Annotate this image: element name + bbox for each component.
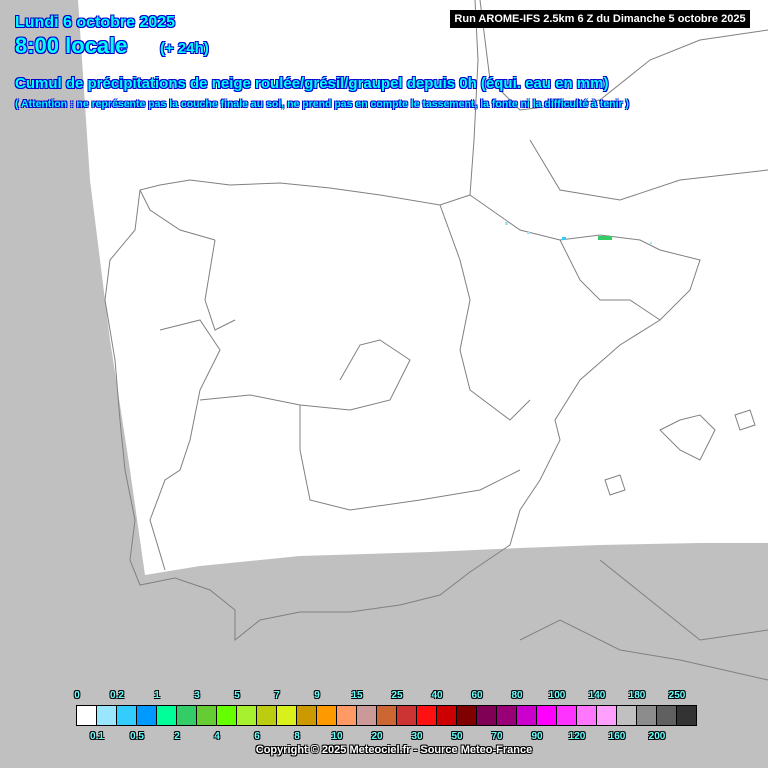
legend-swatch	[537, 706, 557, 725]
color-legend	[76, 705, 697, 726]
legend-label: 8	[294, 731, 300, 742]
legend-label: 100	[548, 690, 566, 701]
legend-label: 200	[648, 731, 666, 742]
legend-swatch	[517, 706, 537, 725]
legend-swatch	[257, 706, 277, 725]
legend-label: 20	[371, 731, 383, 742]
legend-swatch	[577, 706, 597, 725]
legend-label: 7	[274, 690, 280, 701]
legend-swatch	[397, 706, 417, 725]
legend-swatch	[657, 706, 677, 725]
legend-label: 40	[431, 690, 443, 701]
legend-label: 90	[531, 731, 543, 742]
legend-label: 160	[608, 731, 626, 742]
borders	[104, 0, 768, 681]
legend-swatch	[157, 706, 177, 725]
legend-label: 2	[174, 731, 180, 742]
legend-swatch	[457, 706, 477, 725]
legend-swatch	[617, 706, 637, 725]
legend-swatch	[97, 706, 117, 725]
legend-label: 180	[628, 690, 646, 701]
legend-swatch	[117, 706, 137, 725]
legend-swatch	[417, 706, 437, 725]
model-domain	[78, 0, 768, 575]
run-info: Run AROME-IFS 2.5km 6 Z du Dimanche 5 oc…	[450, 10, 750, 28]
legend-swatch	[77, 706, 97, 725]
legend-swatch	[497, 706, 517, 725]
legend-label: 140	[588, 690, 606, 701]
lead-time: (+ 24h)	[160, 40, 209, 57]
legend-label: 9	[314, 690, 320, 701]
legend-swatch	[557, 706, 577, 725]
legend-swatch	[357, 706, 377, 725]
legend-swatch	[197, 706, 217, 725]
map-title: Cumul de précipitations de neige roulée/…	[15, 75, 609, 92]
legend-swatch	[477, 706, 497, 725]
legend-label: 120	[568, 731, 586, 742]
forecast-hour: 8:00 locale	[15, 33, 128, 58]
legend-swatch	[237, 706, 257, 725]
legend-label: 60	[471, 690, 483, 701]
forecast-date: Lundi 6 octobre 2025	[15, 14, 176, 31]
legend-label: 4	[214, 731, 220, 742]
legend-label: 0.2	[110, 690, 124, 701]
legend-label: 30	[411, 731, 423, 742]
legend-swatch	[597, 706, 617, 725]
legend-label: 10	[331, 731, 343, 742]
legend-label: 25	[391, 690, 403, 701]
legend-swatch	[277, 706, 297, 725]
legend-label: 1	[154, 690, 160, 701]
legend-swatch	[177, 706, 197, 725]
legend-swatch	[337, 706, 357, 725]
legend-swatch	[217, 706, 237, 725]
legend-label: 3	[194, 690, 200, 701]
legend-label: 6	[254, 731, 260, 742]
legend-label: 0.5	[130, 731, 144, 742]
legend-label: 50	[451, 731, 463, 742]
legend-label: 70	[491, 731, 503, 742]
precipitation-cells	[505, 222, 652, 244]
legend-swatch	[137, 706, 157, 725]
map-note: ( Attention : ne représente pas la couch…	[15, 98, 629, 110]
legend-swatch	[297, 706, 317, 725]
legend-label: 15	[351, 690, 363, 701]
legend-swatch	[677, 706, 696, 725]
legend-swatch	[317, 706, 337, 725]
legend-label: 250	[668, 690, 686, 701]
legend-label: 0.1	[90, 731, 104, 742]
legend-label: 5	[234, 690, 240, 701]
copyright: Copyright © 2025 Meteociel.fr - Source M…	[255, 744, 533, 756]
legend-swatch	[377, 706, 397, 725]
legend-swatch	[437, 706, 457, 725]
legend-label: 0	[74, 690, 80, 701]
legend-label: 80	[511, 690, 523, 701]
legend-swatch	[637, 706, 657, 725]
